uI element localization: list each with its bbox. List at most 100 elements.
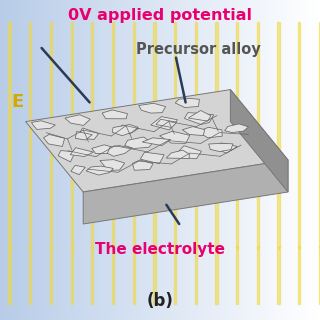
Polygon shape [65, 115, 90, 125]
Polygon shape [140, 152, 164, 164]
Bar [288, 0, 290, 320]
Bar [112, 0, 114, 320]
Bar [224, 0, 226, 320]
Polygon shape [31, 121, 55, 129]
Text: The electrolyte: The electrolyte [95, 242, 225, 257]
Bar [298, 0, 299, 320]
Polygon shape [160, 131, 190, 143]
Bar [310, 0, 312, 320]
Bar [174, 0, 176, 320]
Bar [2, 0, 3, 320]
Bar [173, 0, 174, 320]
Bar [179, 0, 181, 320]
Text: (b): (b) [147, 292, 173, 310]
Polygon shape [151, 116, 178, 130]
Bar [48, 0, 50, 320]
Polygon shape [188, 110, 211, 121]
Bar [227, 0, 229, 320]
Bar [307, 0, 309, 320]
Bar [90, 0, 91, 320]
Bar [71, 22, 73, 304]
Bar [27, 0, 29, 320]
Polygon shape [70, 148, 93, 156]
Bar [62, 0, 64, 320]
Bar [230, 0, 232, 320]
Bar [86, 0, 88, 320]
Bar [216, 0, 218, 320]
Bar [115, 0, 117, 320]
Bar [101, 0, 102, 320]
Bar [22, 0, 24, 320]
Bar [142, 0, 144, 320]
Bar [146, 0, 147, 320]
Bar [67, 0, 69, 320]
Bar [126, 0, 128, 320]
Bar [270, 0, 272, 320]
Bar [144, 0, 146, 320]
Bar [221, 0, 222, 320]
Bar [26, 0, 27, 320]
Bar [211, 0, 213, 320]
Bar [110, 0, 112, 320]
Bar [309, 0, 310, 320]
Bar [102, 0, 104, 320]
Bar [85, 0, 86, 320]
Bar [182, 0, 184, 320]
Bar [302, 0, 304, 320]
Bar [254, 0, 256, 320]
Bar [315, 0, 317, 320]
Bar [3, 0, 5, 320]
Bar [203, 0, 205, 320]
Bar [35, 0, 37, 320]
Bar [77, 0, 78, 320]
Polygon shape [26, 90, 288, 192]
Bar [158, 0, 160, 320]
Bar [213, 0, 214, 320]
Bar [138, 0, 139, 320]
Bar [243, 0, 245, 320]
Text: 0V applied potential: 0V applied potential [68, 8, 252, 23]
Bar [120, 0, 122, 320]
Bar [58, 0, 59, 320]
Bar [99, 0, 101, 320]
Bar [112, 22, 114, 304]
Bar [30, 0, 32, 320]
Bar [256, 0, 258, 320]
Bar [301, 0, 302, 320]
Bar [83, 0, 85, 320]
Bar [34, 0, 35, 320]
Bar [290, 0, 291, 320]
Bar [75, 0, 77, 320]
Bar [251, 0, 253, 320]
Bar [9, 22, 11, 304]
Bar [29, 22, 31, 304]
Bar [253, 0, 254, 320]
Bar [42, 0, 43, 320]
Bar [11, 0, 13, 320]
Text: E: E [12, 93, 24, 111]
Bar [278, 0, 280, 320]
Bar [266, 0, 267, 320]
Bar [166, 0, 168, 320]
Bar [184, 0, 186, 320]
Bar [200, 0, 202, 320]
Bar [70, 0, 72, 320]
Polygon shape [92, 145, 115, 154]
Polygon shape [214, 143, 237, 153]
Polygon shape [125, 137, 152, 148]
Bar [269, 0, 270, 320]
Bar [19, 0, 21, 320]
Bar [232, 0, 234, 320]
Bar [133, 22, 135, 304]
Bar [258, 0, 259, 320]
Polygon shape [225, 124, 249, 132]
Bar [141, 0, 142, 320]
Bar [91, 22, 93, 304]
Bar [160, 0, 162, 320]
Bar [54, 0, 56, 320]
Bar [53, 0, 54, 320]
Bar [174, 22, 176, 304]
Bar [206, 0, 208, 320]
Bar [128, 0, 130, 320]
Polygon shape [178, 146, 202, 159]
